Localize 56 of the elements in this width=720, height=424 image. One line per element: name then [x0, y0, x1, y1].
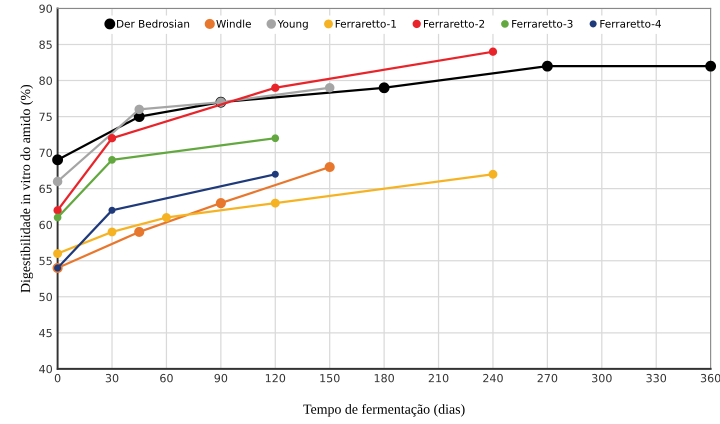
point	[324, 162, 335, 172]
point	[162, 213, 171, 222]
point	[108, 134, 116, 142]
point	[488, 170, 498, 179]
point	[324, 82, 334, 93]
legend-label: Ferraretto-2	[424, 20, 484, 28]
point	[108, 156, 116, 164]
y-axis-title: Digestibilidade in vitro do amido (%)	[20, 84, 34, 293]
y-tick-label: 75	[40, 112, 52, 121]
y-tick-label: 50	[39, 292, 52, 302]
point	[542, 60, 553, 72]
legend-label: Ferraretto-4	[600, 20, 661, 28]
legend-label: Ferraretto-3	[512, 20, 573, 28]
legend-label: Windle	[216, 20, 251, 28]
x-tick-label: 90	[214, 374, 228, 382]
point	[134, 226, 144, 238]
point	[108, 227, 116, 236]
point	[134, 104, 144, 114]
point	[52, 154, 64, 166]
x-tick-label: 60	[160, 374, 173, 382]
y-tick-label: 55	[39, 256, 52, 266]
y-tick-label: 65	[39, 184, 52, 194]
x-tick-label: 180	[374, 374, 394, 382]
legend-label: Ferraretto-1	[336, 20, 396, 28]
point	[705, 60, 716, 72]
legend-label: Der Bedrosian	[117, 20, 190, 28]
point	[216, 198, 226, 208]
point	[270, 198, 280, 208]
point	[272, 170, 279, 178]
x-axis-title: Tempo de fermentação (dias)	[303, 404, 465, 417]
x-tick-label: 30	[106, 374, 118, 382]
point	[54, 214, 62, 222]
y-tick-label: 80	[39, 76, 52, 85]
x-tick-label: 330	[646, 374, 666, 382]
x-tick-label: 120	[266, 374, 286, 382]
point	[271, 84, 280, 92]
y-tick-label: 70	[40, 148, 52, 158]
point	[53, 206, 62, 214]
x-tick-label: 270	[538, 374, 558, 382]
y-tick-label: 40	[39, 364, 52, 374]
x-tick-label: 240	[483, 374, 503, 382]
legend-label: Young	[278, 20, 308, 30]
y-tick-label: 85	[39, 40, 52, 49]
x-tick-label: 210	[428, 374, 448, 382]
y-tick-label: 90	[39, 4, 52, 13]
x-tick-label: 150	[320, 374, 340, 382]
point	[53, 249, 62, 258]
x-tick-label: 0	[54, 374, 60, 382]
x-tick-label: 300	[592, 374, 612, 382]
point	[52, 176, 62, 186]
point	[488, 48, 498, 56]
y-tick-label: 45	[39, 328, 52, 338]
point	[108, 206, 116, 214]
point	[378, 82, 390, 94]
y-tick-label: 60	[39, 220, 52, 230]
point	[271, 134, 280, 142]
